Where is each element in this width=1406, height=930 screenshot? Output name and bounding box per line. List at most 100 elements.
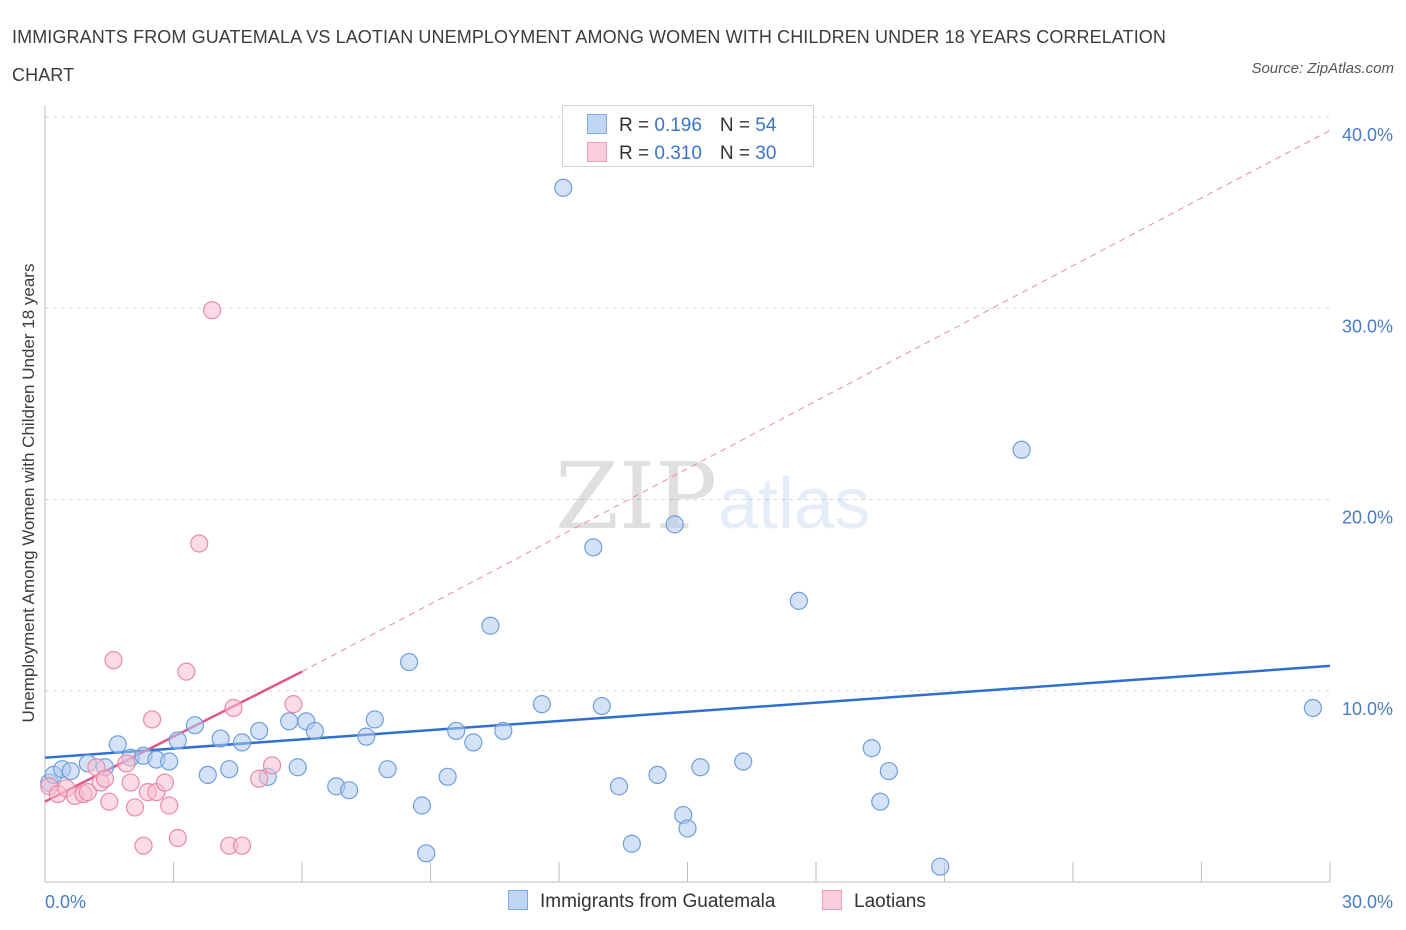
point-guatemala: [305, 721, 324, 741]
correlation-legend: R = 0.196 N = 54 R = 0.310 N = 30: [562, 105, 814, 167]
point-guatemala: [399, 652, 419, 672]
legend-swatch-guatemala: [587, 114, 607, 134]
point-guatemala: [481, 616, 500, 635]
point-guatemala: [789, 591, 808, 610]
point-laotians: [284, 695, 303, 714]
legend-n-label: N =: [719, 143, 756, 164]
point-laotians: [95, 769, 115, 788]
point-laotians: [155, 773, 175, 792]
y-tick-label: 30.0%: [1342, 316, 1393, 336]
y-tick-label: 10.0%: [1342, 699, 1393, 719]
legend-swatch-laotians: [822, 890, 842, 910]
point-laotians: [177, 662, 196, 681]
point-guatemala: [691, 758, 710, 777]
tick-labels: 10.0% 20.0% 30.0% 40.0% 0.0% 30.0%: [45, 125, 1393, 912]
watermark-atlas: atlas: [718, 464, 870, 544]
point-guatemala: [734, 752, 753, 771]
x-tick-label: 30.0%: [1342, 892, 1393, 912]
legend-r-label: R =: [619, 115, 655, 136]
legend-item-laotians[interactable]: Laotians: [822, 890, 926, 913]
point-laotians: [160, 796, 179, 815]
point-laotians: [202, 301, 222, 320]
point-guatemala: [494, 721, 513, 741]
series-legend: Immigrants from Guatemala Laotians: [0, 888, 1406, 918]
grid-lines: [45, 116, 1330, 692]
point-guatemala: [417, 844, 436, 863]
source-label: Source: ZipAtlas.com: [1251, 60, 1394, 77]
legend-n-value-laotians: 30: [755, 143, 777, 164]
point-guatemala: [365, 710, 384, 729]
point-laotians: [142, 710, 162, 729]
point-laotians: [100, 792, 119, 811]
point-guatemala: [280, 712, 299, 731]
point-guatemala: [584, 538, 603, 557]
point-guatemala: [665, 515, 684, 534]
point-guatemala: [168, 731, 187, 750]
trend-line-guatemala: [44, 664, 1331, 759]
point-guatemala: [160, 752, 179, 771]
legend-r-label: R =: [619, 143, 655, 164]
point-guatemala: [378, 760, 397, 779]
point-laotians: [190, 534, 209, 553]
point-guatemala: [592, 696, 611, 716]
point-guatemala: [108, 735, 127, 754]
point-guatemala: [871, 792, 890, 811]
point-guatemala: [438, 767, 457, 786]
legend-swatch-laotians: [587, 142, 607, 162]
watermark: ZIP atlas: [555, 443, 870, 550]
legend-r-value-guatemala: 0.196: [654, 115, 702, 136]
y-axis-label: Unemployment Among Women with Children U…: [19, 264, 38, 723]
axes: [44, 105, 1331, 883]
point-guatemala: [609, 777, 629, 796]
point-laotians: [232, 836, 252, 855]
point-laotians: [168, 828, 187, 848]
point-guatemala: [288, 758, 307, 777]
point-guatemala: [1303, 698, 1322, 718]
y-tick-label: 40.0%: [1342, 125, 1393, 145]
point-guatemala: [198, 765, 217, 785]
data-points: [40, 178, 1322, 876]
watermark-zip: ZIP: [555, 443, 717, 550]
point-guatemala: [232, 733, 252, 752]
point-guatemala: [648, 765, 667, 785]
legend-n-label: N =: [719, 115, 756, 136]
legend-row-guatemala: R = 0.196 N = 54: [587, 114, 776, 138]
point-guatemala: [1012, 440, 1031, 459]
point-laotians: [104, 651, 123, 670]
point-guatemala: [185, 716, 205, 735]
legend-r-value-laotians: 0.310: [654, 143, 702, 164]
point-guatemala: [678, 819, 697, 838]
x-tick-label: 0.0%: [45, 892, 86, 912]
point-guatemala: [447, 721, 466, 741]
point-guatemala: [931, 857, 950, 876]
point-laotians: [78, 783, 97, 802]
legend-swatch-guatemala: [508, 890, 528, 910]
point-guatemala: [879, 761, 898, 781]
point-laotians: [262, 756, 282, 775]
point-guatemala: [464, 733, 483, 752]
point-guatemala: [340, 781, 359, 800]
legend-item-guatemala[interactable]: Immigrants from Guatemala: [508, 890, 775, 913]
point-guatemala: [412, 796, 432, 815]
trend-line-extension-laotians: [301, 129, 1331, 673]
y-tick-label: 20.0%: [1342, 508, 1393, 528]
point-guatemala: [554, 178, 573, 197]
point-laotians: [125, 798, 145, 817]
point-guatemala: [532, 695, 551, 714]
point-guatemala: [211, 729, 230, 748]
legend-label-guatemala: Immigrants from Guatemala: [540, 891, 776, 912]
chart-title: IMMIGRANTS FROM GUATEMALA VS LAOTIAN UNE…: [12, 27, 1167, 85]
point-guatemala: [250, 721, 269, 741]
point-laotians: [134, 836, 153, 855]
legend-row-laotians: R = 0.310 N = 30: [587, 142, 776, 166]
point-guatemala: [622, 834, 641, 853]
point-guatemala: [357, 727, 376, 746]
legend-label-laotians: Laotians: [854, 891, 926, 912]
point-guatemala: [220, 760, 239, 779]
point-guatemala: [61, 761, 80, 781]
point-laotians: [250, 769, 269, 788]
point-laotians: [121, 773, 140, 792]
point-guatemala: [862, 739, 881, 758]
point-laotians: [224, 698, 243, 718]
